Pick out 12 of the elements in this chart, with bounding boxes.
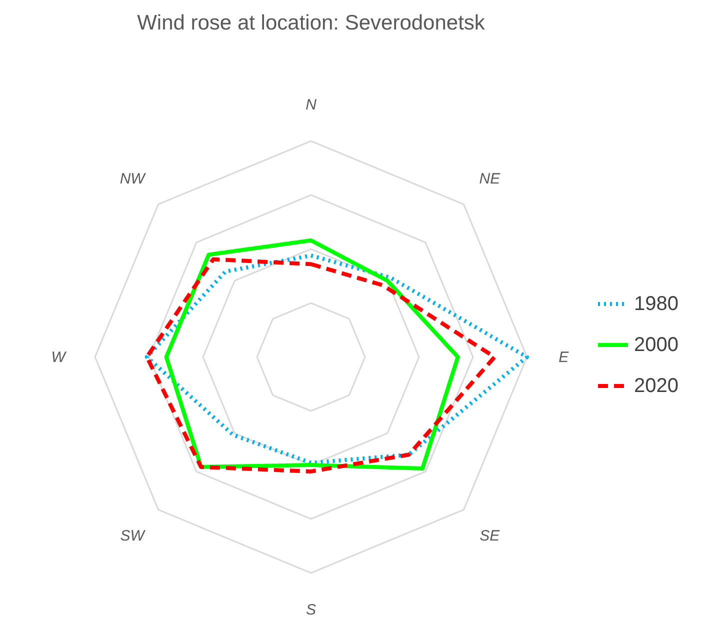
legend-label: 2000 xyxy=(634,334,678,356)
legend-label: 1980 xyxy=(634,293,678,315)
spoke-label: W xyxy=(51,349,68,366)
spoke-label: NW xyxy=(120,170,147,188)
spoke-label: NE xyxy=(479,170,502,188)
spoke-label: SE xyxy=(480,528,501,545)
spoke-label: S xyxy=(306,602,316,619)
legend-label: 2020 xyxy=(634,375,678,397)
spoke-label: N xyxy=(306,96,317,114)
spoke-label: E xyxy=(558,349,570,366)
spoke-label: SW xyxy=(120,528,146,545)
chart-title: Wind rose at location: Severodonetsk xyxy=(137,11,486,34)
